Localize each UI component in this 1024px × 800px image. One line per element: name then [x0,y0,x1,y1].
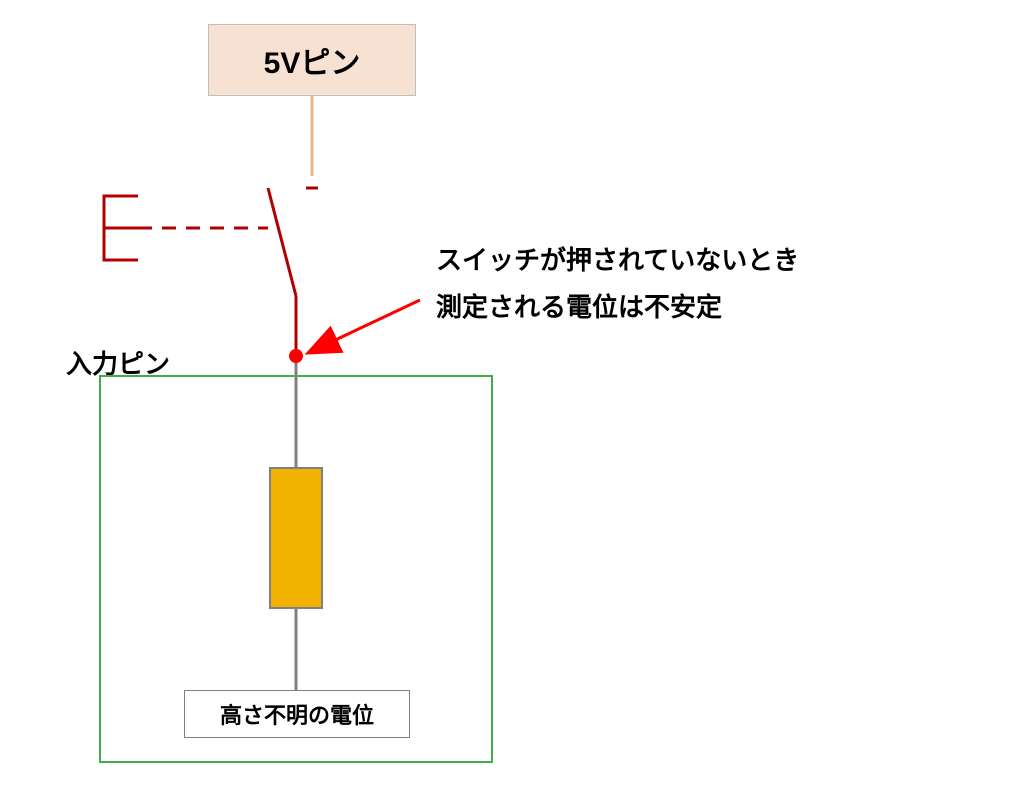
circuit-diagram [0,0,1024,800]
measurement-node-icon [289,349,303,363]
resistor-icon [270,468,322,608]
switch-arm [268,188,296,296]
annotation-arrow [310,300,420,352]
switch-push-bracket-icon [104,196,138,260]
